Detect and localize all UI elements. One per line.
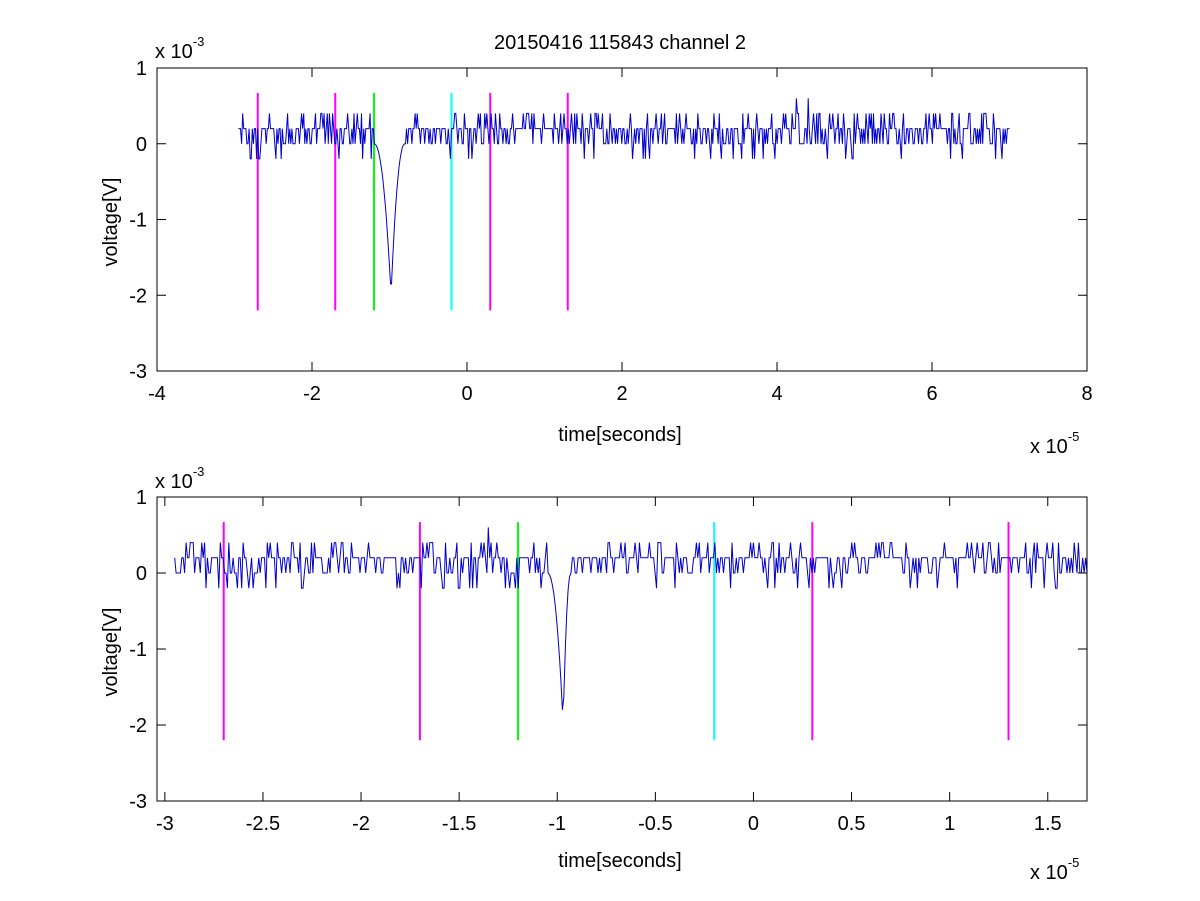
y-tick-label: -2	[129, 715, 147, 737]
x-tick-label: -0.5	[638, 813, 672, 835]
x-tick-label: -4	[148, 383, 166, 405]
y-ticks: -3 -2 -1 0 1	[129, 487, 1087, 813]
x-tick-label: 1	[944, 813, 955, 835]
x-tick-label: 0	[748, 813, 759, 835]
y-tick-label: 1	[136, 58, 147, 80]
plot-area-border	[156, 67, 1088, 372]
x-tick-label: 8	[1081, 383, 1092, 405]
signal-trace	[238, 98, 1010, 285]
y-exponent-label: x 10-3	[155, 464, 204, 493]
y-tick-label: -1	[129, 639, 147, 661]
plot-area-border	[156, 496, 1088, 802]
signal-series	[174, 527, 1088, 710]
x-tick-label: 4	[771, 383, 782, 405]
x-tick-label: -2	[303, 383, 321, 405]
x-tick-label: -2	[352, 813, 370, 835]
y-ticks: -3 -2 -1 0 1	[129, 58, 1087, 383]
x-exponent-label: x 10-5	[1030, 429, 1079, 458]
x-tick-label: 0	[461, 383, 472, 405]
x-exponent-base: x 10	[1030, 436, 1068, 458]
x-ticks: -3 -2.5 -2 -1.5 -1 -0.5 0 0.5 1 1.5	[156, 497, 1062, 835]
axes-bottom: -3 -2.5 -2 -1.5 -1 -0.5 0 0.5 1 1.5 -3 -2 -1 0 1 time…	[100, 464, 1088, 884]
event-markers	[222, 522, 1010, 741]
x-tick-label: 6	[926, 383, 937, 405]
figure-title: 20150416 115843 channel 2	[494, 32, 746, 54]
axes-top: -4 -2 0 2 4 6 8 -3 -2 -1 0 1 time[seconds] voltage…	[100, 34, 1093, 458]
y-exponent-label: x 10-3	[155, 34, 204, 63]
y-exponent-power: -3	[193, 464, 205, 479]
y-tick-label: -3	[129, 361, 147, 383]
signal-series	[238, 98, 1010, 285]
y-tick-label: 0	[136, 134, 147, 156]
y-tick-label: -3	[129, 791, 147, 813]
x-ticks: -4 -2 0 2 4 6 8	[148, 68, 1093, 405]
y-axis-label: voltage[V]	[100, 178, 122, 267]
y-exponent-base: x 10	[155, 41, 193, 63]
x-axis-label: time[seconds]	[558, 850, 681, 872]
y-tick-label: -1	[129, 210, 147, 232]
x-exponent-label: x 10-5	[1030, 855, 1079, 884]
x-exponent-base: x 10	[1030, 862, 1068, 884]
x-axis-label: time[seconds]	[558, 424, 681, 446]
y-exponent-base: x 10	[155, 471, 193, 493]
x-tick-label: -1	[548, 813, 566, 835]
x-tick-label: -2.5	[246, 813, 280, 835]
y-tick-label: 1	[136, 487, 147, 509]
x-exponent-power: -5	[1068, 855, 1080, 870]
y-axis-label: voltage[V]	[100, 608, 122, 697]
x-tick-label: 0.5	[838, 813, 866, 835]
y-exponent-power: -3	[193, 34, 205, 49]
x-tick-label: -3	[156, 813, 174, 835]
x-tick-label: 1.5	[1034, 813, 1062, 835]
y-tick-label: -2	[129, 285, 147, 307]
signal-trace	[174, 527, 1088, 710]
x-tick-label: 2	[616, 383, 627, 405]
y-tick-label: 0	[136, 563, 147, 585]
x-exponent-power: -5	[1068, 429, 1080, 444]
x-tick-label: -1.5	[442, 813, 476, 835]
